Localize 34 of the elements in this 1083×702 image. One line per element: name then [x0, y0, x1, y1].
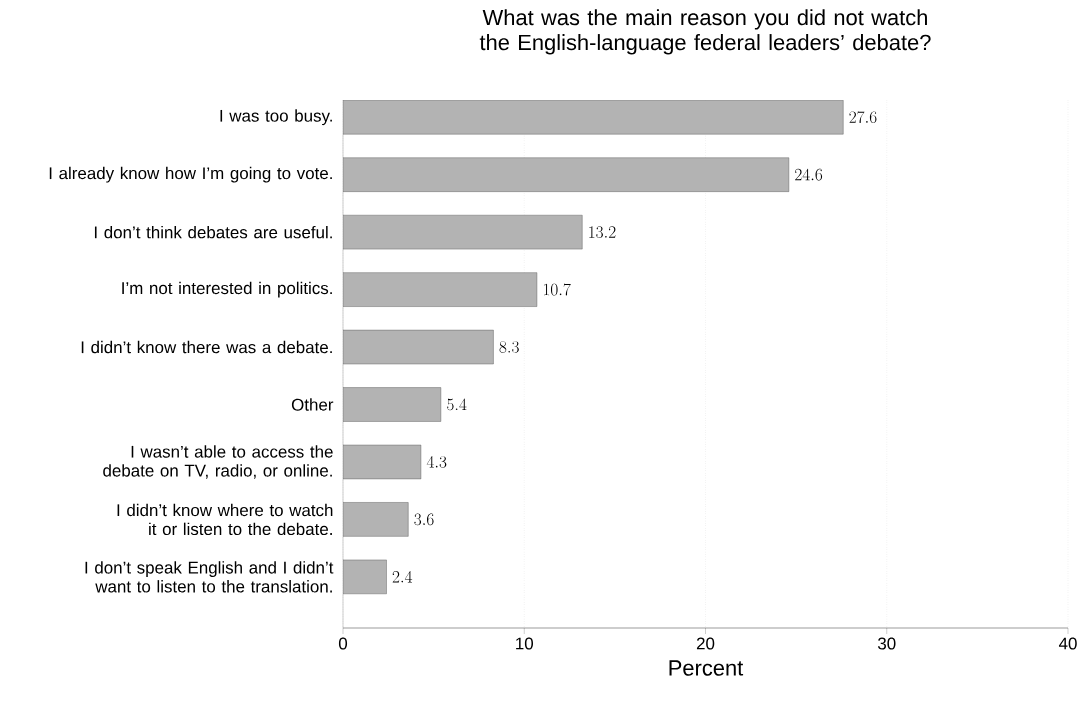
x-axis-title: Percent — [669, 660, 744, 676]
y-tick-label: I already know how I’m going to vote. — [49, 166, 332, 183]
bar — [343, 100, 844, 135]
x-tick-label: 40 — [1058, 637, 1077, 650]
bar — [343, 272, 538, 307]
y-tick-label: I don’t think debates are useful. — [94, 225, 332, 239]
data-label: 27.6 — [849, 111, 877, 124]
x-tick-label: 10 — [516, 637, 534, 650]
y-tick-label: Other — [291, 398, 334, 411]
data-label: 24.6 — [795, 168, 823, 181]
data-label: 5.4 — [447, 398, 467, 411]
bar — [343, 329, 494, 365]
y-tick-label: I don’t speak English and I didn’t want to listen to the translation. — [85, 561, 334, 593]
bar — [343, 157, 790, 192]
bar — [343, 559, 387, 595]
bar — [343, 215, 583, 250]
data-label: 2.4 — [392, 570, 413, 583]
data-label: 8.3 — [499, 341, 519, 353]
y-tick-label: I’m not interested in politics. — [122, 281, 332, 298]
bar — [343, 444, 422, 480]
x-tick-label: 0 — [338, 637, 348, 650]
y-tick-label: I didn’t know there was a debate. — [81, 340, 332, 354]
bar — [343, 502, 409, 537]
x-tick-label: 30 — [877, 637, 896, 650]
y-tick-label: I was too busy. — [220, 109, 332, 126]
data-label: 13.2 — [589, 226, 616, 238]
y-tick-label: I didn’t know where to watch it or listen to the debate. — [117, 503, 333, 536]
bar — [343, 387, 442, 422]
data-label: 10.7 — [543, 283, 571, 296]
data-label: 4.3 — [426, 456, 447, 468]
y-tick-label: I wasn’t able to access the debate on TV, radio, or online. — [103, 445, 333, 479]
chart-title: What was the main reason you did not watch the English-language federal leaders’ debate? — [479, 9, 931, 55]
x-tick-label: 20 — [696, 637, 715, 650]
data-label: 3.6 — [414, 513, 434, 526]
